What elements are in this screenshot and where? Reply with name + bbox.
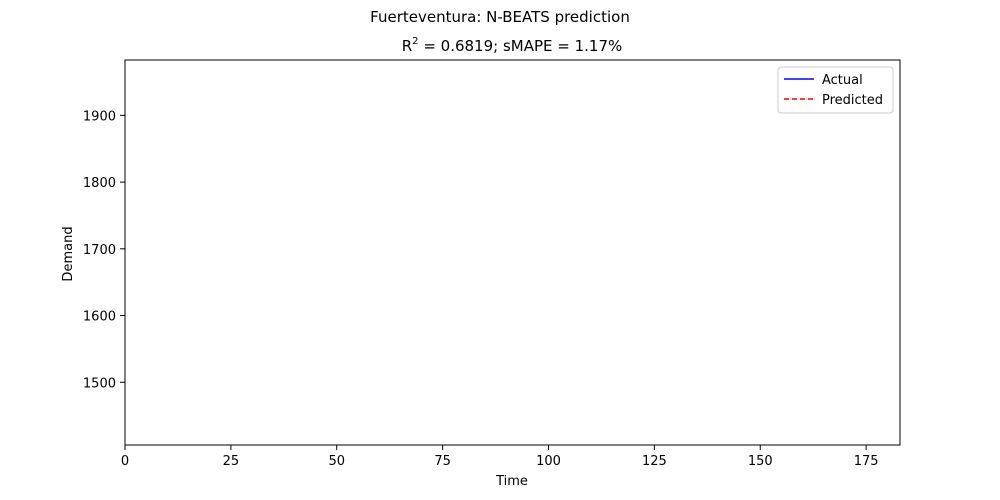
x-tick-label: 25	[223, 454, 240, 469]
x-tick-label: 150	[748, 454, 773, 469]
subtitle-rest: = 0.6819; sMAPE = 1.17%	[419, 37, 623, 55]
y-tick-label: 1500	[83, 376, 116, 391]
y-tick-label: 1900	[83, 109, 116, 124]
subtitle-sup: 2	[412, 36, 418, 47]
chart-title: Fuerteventura: N-BEATS prediction	[370, 8, 630, 26]
x-tick-label: 0	[121, 454, 129, 469]
y-axis: 1500 1600 1700 1800 1900	[83, 109, 125, 391]
x-axis-label: Time	[495, 474, 528, 489]
subtitle-r: R	[402, 37, 412, 55]
x-tick-label: 75	[434, 454, 451, 469]
x-tick-label: 100	[536, 454, 561, 469]
y-axis-label: Demand	[61, 226, 76, 281]
y-tick-label: 1700	[83, 243, 116, 258]
y-tick-label: 1600	[83, 310, 116, 325]
plot-frame	[124, 59, 901, 446]
x-axis: 0 25 50 75 100 125 150 175	[121, 445, 879, 469]
x-tick-label: 50	[328, 454, 345, 469]
legend-label-actual: Actual	[822, 73, 863, 88]
x-tick-label: 175	[854, 454, 879, 469]
legend: Actual Predicted	[777, 66, 894, 114]
chart-subtitle: R2 = 0.6819; sMAPE = 1.17%	[402, 36, 623, 55]
legend-label-predicted: Predicted	[822, 93, 883, 108]
x-tick-label: 125	[642, 454, 667, 469]
y-tick-label: 1800	[83, 176, 116, 191]
plot-area	[124, 59, 901, 446]
